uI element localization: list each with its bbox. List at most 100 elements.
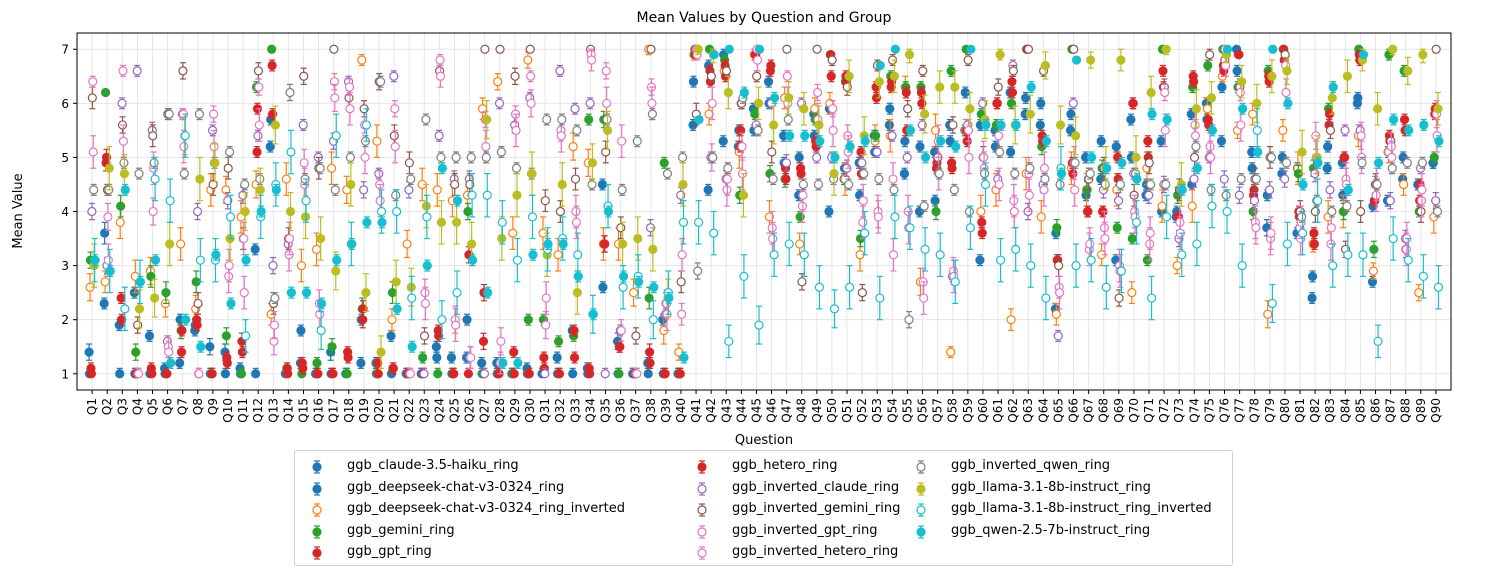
- data-point: [860, 228, 870, 238]
- data-point: [1307, 293, 1317, 303]
- data-point: [342, 369, 352, 379]
- data-point: [812, 152, 822, 163]
- data-point: [571, 217, 582, 227]
- data-point: [194, 109, 205, 119]
- data-point: [251, 369, 261, 379]
- data-point: [508, 228, 518, 238]
- data-point: [1342, 71, 1352, 81]
- data-point: [1322, 163, 1332, 173]
- data-point: [601, 66, 611, 76]
- data-point: [224, 260, 234, 271]
- data-point: [1263, 309, 1273, 319]
- data-point: [871, 131, 881, 141]
- data-point: [1115, 179, 1126, 190]
- data-point: [115, 217, 125, 227]
- data-point: [858, 217, 868, 227]
- data-point: [634, 277, 644, 287]
- data-point: [1127, 288, 1137, 298]
- data-point: [164, 347, 174, 357]
- data-point: [296, 260, 306, 271]
- data-point: [558, 239, 568, 249]
- data-point: [1161, 179, 1171, 190]
- data-point: [785, 131, 795, 141]
- data-point: [118, 66, 128, 76]
- data-point: [1071, 131, 1081, 141]
- data-point: [1297, 212, 1307, 222]
- data-point: [357, 55, 367, 65]
- data-point: [391, 277, 401, 287]
- data-point: [116, 315, 127, 325]
- data-point: [134, 169, 144, 179]
- data-point: [528, 250, 538, 260]
- data-point: [285, 206, 296, 217]
- data-point: [1005, 147, 1016, 157]
- data-point: [1024, 190, 1034, 200]
- data-point: [436, 217, 447, 227]
- data-point: [1249, 196, 1260, 206]
- data-point: [498, 358, 508, 368]
- data-point: [1248, 109, 1258, 119]
- data-point: [570, 174, 581, 184]
- data-point: [618, 239, 628, 249]
- data-point: [1036, 98, 1046, 108]
- data-point: [542, 114, 552, 125]
- data-point: [844, 71, 854, 81]
- data-point: [857, 288, 867, 298]
- data-point: [946, 347, 956, 357]
- data-point: [1313, 196, 1323, 206]
- data-point: [481, 152, 491, 163]
- data-point: [120, 185, 130, 195]
- data-point: [422, 260, 432, 271]
- data-point: [523, 315, 533, 325]
- data-point: [166, 358, 176, 368]
- data-point: [1101, 282, 1111, 292]
- data-point: [795, 239, 805, 249]
- data-point: [1116, 266, 1126, 276]
- data-point: [179, 141, 189, 152]
- data-point: [466, 352, 476, 363]
- data-point: [934, 169, 944, 179]
- data-point: [815, 136, 825, 146]
- data-point: [1070, 158, 1080, 168]
- data-point: [1202, 104, 1212, 114]
- data-point: [693, 44, 703, 54]
- data-point: [677, 250, 687, 260]
- data-point: [431, 342, 441, 352]
- data-point: [253, 131, 263, 141]
- data-point: [100, 87, 111, 98]
- data-point: [736, 125, 746, 135]
- data-point: [828, 104, 838, 114]
- data-point: [386, 331, 396, 341]
- data-point: [1006, 98, 1017, 108]
- data-point: [195, 255, 205, 265]
- data-point: [829, 169, 839, 179]
- data-point: [463, 369, 474, 379]
- data-point: [165, 239, 175, 249]
- data-point: [117, 98, 127, 108]
- data-point: [252, 147, 262, 157]
- data-point: [995, 147, 1005, 157]
- data-point: [345, 104, 355, 114]
- data-point: [481, 141, 491, 152]
- data-point: [359, 185, 369, 195]
- data-point: [975, 255, 985, 265]
- data-point: [1146, 179, 1156, 190]
- data-point: [980, 179, 991, 190]
- data-point: [512, 190, 522, 200]
- data-point: [628, 288, 639, 298]
- data-point: [103, 255, 113, 265]
- data-point: [510, 71, 520, 81]
- data-point: [1114, 293, 1124, 303]
- data-point: [150, 174, 160, 184]
- data-point: [347, 239, 357, 249]
- data-point: [1207, 201, 1217, 211]
- data-point: [769, 250, 779, 260]
- data-point: [254, 82, 264, 92]
- data-point: [874, 77, 884, 87]
- data-point: [356, 358, 366, 368]
- data-point: [1007, 77, 1017, 87]
- data-point: [418, 352, 428, 363]
- data-point: [149, 158, 159, 168]
- data-point: [1388, 233, 1398, 244]
- data-point: [1177, 250, 1187, 260]
